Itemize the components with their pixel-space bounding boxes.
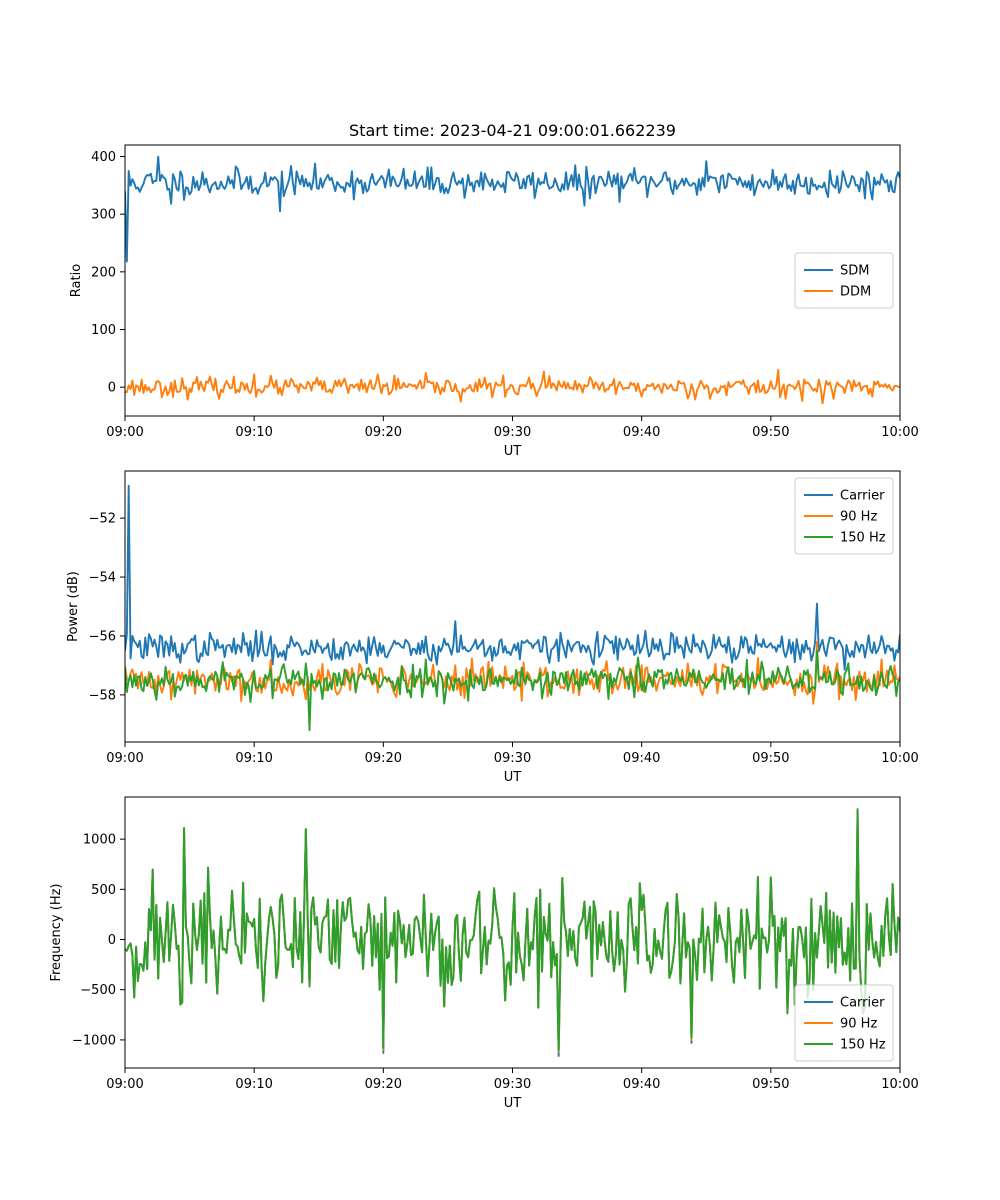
x-tick-label: 09:50 bbox=[752, 425, 789, 440]
y-tick-label: 0 bbox=[108, 933, 116, 948]
x-tick-label: 09:00 bbox=[106, 1077, 143, 1092]
legend-label: Carrier bbox=[840, 996, 885, 1011]
legend-box bbox=[794, 984, 894, 1062]
y-tick-label: −1000 bbox=[72, 1033, 116, 1048]
chart-title: Start time: 2023-04-21 09:00:01.662239 bbox=[349, 121, 676, 140]
x-tick-label: 10:00 bbox=[881, 425, 918, 440]
legend-label: Carrier bbox=[840, 489, 885, 504]
x-axis-label: UT bbox=[504, 444, 522, 459]
y-tick-label: −58 bbox=[89, 688, 116, 703]
y-tick-label: −54 bbox=[89, 571, 116, 586]
legend-label: 150 Hz bbox=[840, 1038, 886, 1053]
plot-area bbox=[125, 484, 900, 732]
x-tick-label: 10:00 bbox=[881, 1077, 918, 1092]
y-tick-label: 0 bbox=[108, 381, 116, 396]
x-tick-label: 09:10 bbox=[235, 751, 272, 766]
x-tick-label: 09:30 bbox=[494, 1077, 531, 1092]
y-tick-label: 400 bbox=[91, 150, 116, 165]
y-tick-label: −56 bbox=[89, 629, 116, 644]
legend: Carrier 90 Hz 150 Hz bbox=[794, 477, 894, 555]
x-tick-label: 09:20 bbox=[365, 751, 402, 766]
y-axis-label: Ratio bbox=[69, 264, 84, 297]
series-line-150-hz bbox=[125, 808, 900, 1051]
y-tick-label: 100 bbox=[91, 323, 116, 338]
plot-area bbox=[125, 155, 900, 405]
x-tick-label: 09:40 bbox=[623, 751, 660, 766]
y-tick-label: −500 bbox=[80, 983, 116, 998]
x-tick-label: 09:00 bbox=[106, 425, 143, 440]
x-tick-label: 09:50 bbox=[752, 1077, 789, 1092]
legend-box bbox=[794, 477, 894, 555]
x-tick-label: 09:20 bbox=[365, 1077, 402, 1092]
y-tick-label: 500 bbox=[91, 883, 116, 898]
x-tick-label: 09:50 bbox=[752, 751, 789, 766]
series-line-sdm bbox=[125, 155, 900, 263]
legend-label: DDM bbox=[840, 285, 871, 300]
x-tick-label: 09:10 bbox=[235, 1077, 272, 1092]
legend-label: SDM bbox=[840, 264, 869, 279]
x-tick-label: 09:30 bbox=[494, 751, 531, 766]
x-tick-label: 09:00 bbox=[106, 751, 143, 766]
panel-1: 09:00 09:10 09:20 09:30 09:40 09:50 10:00 0 100 2… bbox=[69, 121, 919, 459]
series-line-ddm bbox=[125, 368, 900, 405]
legend-box bbox=[794, 252, 894, 309]
panel-2: 09:00 09:10 09:20 09:30 09:40 09:50 10:00 −58 −5… bbox=[66, 470, 919, 785]
series-line-150-hz bbox=[125, 649, 900, 732]
legend: SDM DDM bbox=[794, 252, 894, 309]
legend-label: 150 Hz bbox=[840, 531, 886, 546]
x-tick-label: 09:30 bbox=[494, 425, 531, 440]
y-tick-label: 1000 bbox=[83, 833, 116, 848]
legend-label: 90 Hz bbox=[840, 1017, 877, 1032]
plot-area bbox=[125, 808, 900, 1057]
y-axis-label: Frequency (Hz) bbox=[49, 883, 64, 981]
x-tick-label: 09:40 bbox=[623, 1077, 660, 1092]
y-tick-label: −52 bbox=[89, 512, 116, 527]
panels: 09:00 09:10 09:20 09:30 09:40 09:50 10:00 0 100 2… bbox=[49, 121, 919, 1111]
x-tick-label: 09:40 bbox=[623, 425, 660, 440]
x-axis-label: UT bbox=[504, 1096, 522, 1111]
legend-label: 90 Hz bbox=[840, 510, 877, 525]
series-line-carrier bbox=[125, 484, 900, 671]
x-tick-label: 10:00 bbox=[881, 751, 918, 766]
legend: Carrier 90 Hz 150 Hz bbox=[794, 984, 894, 1062]
x-tick-label: 09:20 bbox=[365, 425, 402, 440]
x-axis-label: UT bbox=[504, 770, 522, 785]
panel-3: 09:00 09:10 09:20 09:30 09:40 09:50 10:00 −1000… bbox=[49, 796, 919, 1111]
x-tick-label: 09:10 bbox=[235, 425, 272, 440]
y-axis-label: Power (dB) bbox=[66, 571, 81, 642]
y-tick-label: 300 bbox=[91, 208, 116, 223]
y-tick-label: 200 bbox=[91, 265, 116, 280]
